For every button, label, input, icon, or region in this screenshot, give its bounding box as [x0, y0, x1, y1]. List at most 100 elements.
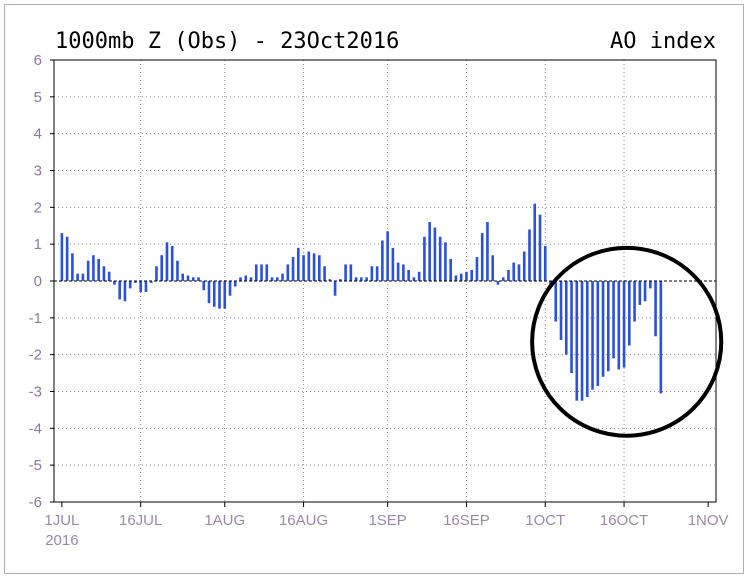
bar	[297, 247, 300, 281]
bar	[643, 281, 647, 302]
bar	[302, 255, 305, 281]
bar	[459, 273, 463, 281]
bar	[438, 236, 442, 281]
bar	[65, 236, 69, 281]
bar	[333, 281, 337, 296]
y-tick-label: 4	[34, 126, 42, 143]
x-tick-label: 1JUL	[44, 512, 79, 529]
y-tick-label: 5	[34, 89, 42, 106]
bar	[370, 266, 374, 281]
bar	[60, 233, 64, 281]
bar	[354, 277, 358, 281]
bar	[286, 264, 290, 281]
bar	[202, 281, 206, 291]
bar	[249, 277, 253, 281]
y-tick-label: 6	[34, 52, 42, 69]
bar	[522, 251, 526, 281]
bar	[444, 242, 447, 281]
y-tick-label: -4	[29, 420, 42, 437]
bar	[123, 281, 127, 302]
bar	[265, 264, 269, 281]
x-tick-label: 1SEP	[368, 512, 406, 529]
bar	[349, 264, 353, 281]
y-tick-label: -1	[29, 310, 42, 327]
x-tick-label: 16AUG	[279, 512, 328, 529]
bar	[580, 281, 584, 401]
bar	[102, 266, 106, 281]
bar	[118, 281, 121, 300]
y-tick-label: -6	[29, 494, 42, 511]
bar	[186, 275, 190, 281]
bar	[144, 281, 148, 293]
y-axis-labels: 6 5 4 3 2 1 0 -1 -2 -3 -4 -5 -6	[29, 52, 42, 511]
y-tick-label: 1	[34, 236, 42, 253]
bar	[328, 279, 332, 281]
bar	[76, 273, 79, 281]
bar	[128, 281, 132, 289]
bar	[275, 277, 279, 281]
y-tick-label: -3	[29, 384, 42, 401]
bar	[649, 281, 652, 289]
bar	[638, 281, 642, 305]
bar	[454, 275, 458, 281]
bar	[244, 275, 248, 281]
bar	[428, 222, 431, 281]
bar	[407, 269, 410, 281]
bar	[517, 264, 521, 281]
bar	[365, 277, 368, 281]
x-tick-label: 16JUL	[119, 512, 162, 529]
y-tick-label: -5	[29, 457, 42, 474]
bar-series	[60, 203, 663, 401]
bar	[512, 262, 516, 281]
bar	[281, 273, 284, 281]
bar	[170, 246, 174, 281]
bar	[617, 281, 621, 370]
bar	[391, 247, 395, 281]
bar	[486, 222, 489, 281]
bar	[160, 255, 164, 281]
bar	[223, 281, 227, 309]
bar	[260, 264, 263, 281]
bar	[554, 281, 558, 322]
bar	[596, 281, 600, 386]
bar	[134, 281, 137, 283]
bar	[423, 236, 426, 281]
bar	[449, 258, 452, 281]
x-tick-label: 16SEP	[443, 512, 490, 529]
x-tick-label: 1AUG	[204, 512, 245, 529]
bar	[228, 281, 232, 296]
bar	[207, 281, 211, 304]
bar	[344, 264, 347, 281]
bar	[654, 281, 657, 337]
bar	[318, 255, 321, 281]
annotation-circle	[530, 245, 724, 438]
bar	[402, 264, 405, 281]
chart-title-right: AO index	[610, 29, 716, 54]
bar	[659, 281, 663, 394]
bar	[543, 246, 547, 281]
bar	[307, 251, 311, 281]
bar	[375, 266, 379, 281]
bar	[507, 269, 510, 281]
bar	[254, 264, 258, 281]
bar	[176, 260, 179, 281]
bar	[212, 281, 216, 307]
chart-frame	[4, 4, 744, 574]
x-tick-label: 1OCT	[525, 512, 565, 529]
y-tick-label: 0	[34, 273, 42, 290]
bar	[381, 240, 384, 281]
bar	[139, 281, 142, 293]
bar	[575, 281, 579, 401]
bar	[155, 266, 158, 281]
bar	[601, 281, 605, 377]
bar	[323, 266, 326, 281]
bar	[533, 203, 537, 281]
bar	[113, 281, 116, 285]
bar	[149, 281, 153, 283]
bar	[86, 260, 90, 281]
bar	[92, 255, 95, 281]
bar	[612, 281, 615, 359]
x-tick-label: 16OCT	[600, 512, 648, 529]
bar	[491, 255, 495, 281]
